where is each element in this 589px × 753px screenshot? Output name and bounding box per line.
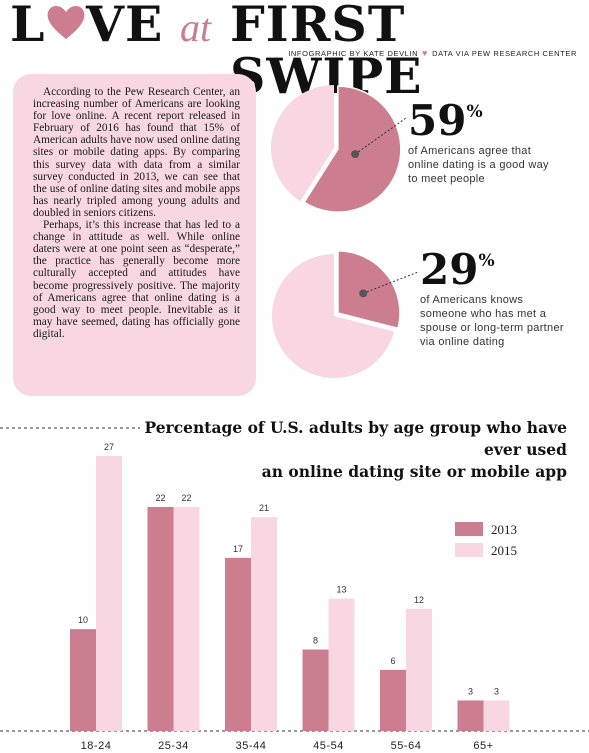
bar-2015-25-34 <box>173 506 200 731</box>
pie-leader-dot-1 <box>351 150 360 159</box>
bar-value-label: 12 <box>414 595 424 605</box>
stat-29: 29% of Americans knows someone who has m… <box>420 249 564 349</box>
x-tick-label: 18-24 <box>81 740 112 752</box>
bar-2013-45-54 <box>302 649 329 731</box>
stat-number-29: 29 <box>420 245 479 294</box>
pie-chart-29 <box>271 250 419 378</box>
heart-icon <box>47 5 85 40</box>
pie-leader-dot-2 <box>359 289 368 298</box>
intro-paragraph-2: Perhaps, it’s this increase that has led… <box>33 219 240 340</box>
x-tick-label: 25-34 <box>158 740 189 752</box>
bar-2013-65+ <box>457 700 484 731</box>
chart-title: Percentage of U.S. adults by age group w… <box>127 417 567 483</box>
chart-title-line-1: Percentage of U.S. adults by age group w… <box>144 418 567 459</box>
x-tick-label: 55-64 <box>391 740 422 752</box>
bar-2013-25-34 <box>147 506 174 731</box>
pie-leader-line-2 <box>363 271 419 294</box>
bar-2015-65+ <box>483 700 510 731</box>
legend-swatch-2015 <box>455 543 483 557</box>
credit-line: INFOGRAPHIC BY KATE DEVLIN ♥ DATA VIA PEW … <box>288 48 577 58</box>
credit-source: DATA VIA PEW RESEARCH CENTER <box>432 49 577 58</box>
bar-2015-45-54 <box>328 598 355 731</box>
x-tick-label: 65+ <box>473 740 493 752</box>
stat-number-59: 59 <box>408 96 467 145</box>
title-letters-ve: VE <box>86 0 164 53</box>
stat-percent-sign-59: % <box>466 102 483 122</box>
pie-slice-value-1 <box>303 85 402 213</box>
infographic-title: L VE at FIRST SWIPE <box>10 0 580 102</box>
bar-value-label: 8 <box>313 636 318 646</box>
legend-swatch-2013 <box>455 522 483 536</box>
chart-title-line-2: an online dating site or mobile app <box>261 462 567 481</box>
title-letter-l: L <box>10 0 46 53</box>
pie-slice-remainder-1 <box>271 85 334 202</box>
credit-author: INFOGRAPHIC BY KATE DEVLIN <box>288 49 419 58</box>
intro-paragraph-1: According to the Pew Research Center, an… <box>33 86 240 219</box>
legend-label-2015: 2015 <box>491 543 517 558</box>
stat-59-line-1: of Americans agree that <box>408 145 532 157</box>
pie-slice-remainder-2 <box>271 254 395 378</box>
bar-2015-18-24 <box>96 456 122 731</box>
stat-29-line-3: spouse or long-term partner <box>420 322 564 334</box>
chart-legend: 2013 2015 <box>455 522 517 558</box>
bar-value-label: 3 <box>494 686 499 696</box>
bar-value-label: 17 <box>233 544 243 554</box>
pie-slice-value-2 <box>337 250 401 330</box>
bar-value-label: 22 <box>155 493 165 503</box>
bar-value-label: 3 <box>468 686 473 696</box>
legend-label-2013: 2013 <box>491 522 517 537</box>
bar-value-label: 6 <box>390 656 395 666</box>
bar-2015-35-44 <box>251 517 277 731</box>
title-word-at: at <box>180 5 212 50</box>
x-tick-label: 45-54 <box>313 740 344 752</box>
heart-separator-icon: ♥ <box>422 48 429 58</box>
stat-59: 59% of Americans agree that online datin… <box>408 100 549 186</box>
x-tick-label: 35-44 <box>236 740 267 752</box>
stat-29-line-4: via online dating <box>420 336 505 348</box>
stat-29-line-1: of Americans knows <box>420 294 524 306</box>
stat-percent-sign-29: % <box>478 251 495 271</box>
pie-leader-line-1 <box>354 117 407 155</box>
stat-pies <box>271 85 419 378</box>
bar-value-label: 10 <box>78 615 88 625</box>
stat-59-line-2: online dating is a good way <box>408 159 549 171</box>
stat-59-line-3: to meet people <box>408 173 485 185</box>
title-first-swipe: FIRST SWIPE <box>230 0 423 105</box>
bar-2015-55-64 <box>406 608 432 731</box>
pie-chart-59 <box>271 85 407 213</box>
bars-group: 10 27 18-24 22 22 25-34 17 21 35-44 8 13 45-54 6 12 55… <box>70 442 510 752</box>
intro-text-box: According to the Pew Research Center, an… <box>13 74 256 396</box>
bar-value-label: 22 <box>181 493 191 503</box>
bar-2013-35-44 <box>225 557 251 731</box>
bar-value-label: 27 <box>104 442 114 452</box>
bar-2013-18-24 <box>70 629 96 731</box>
bar-value-label: 21 <box>259 503 269 513</box>
stat-29-line-2: someone who has met a <box>420 308 547 320</box>
bar-2013-55-64 <box>380 669 406 731</box>
bar-value-label: 13 <box>336 585 346 595</box>
